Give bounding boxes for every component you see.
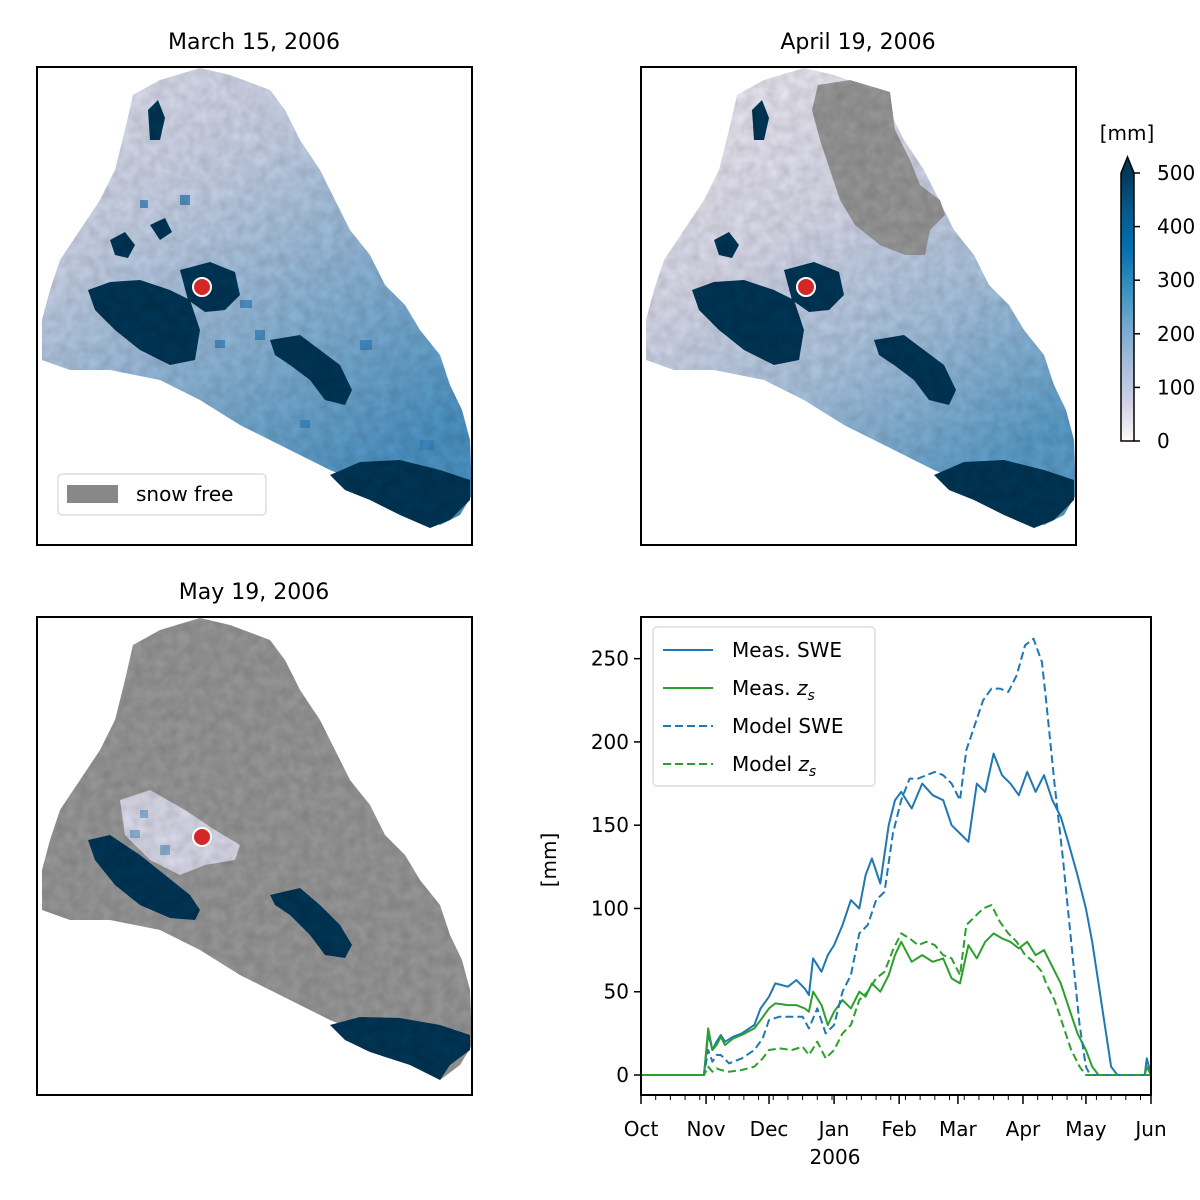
x-axis-year-label: 2006 xyxy=(810,1145,861,1169)
colorbar-tick-label: 100 xyxy=(1157,375,1195,399)
basin-outline-april xyxy=(646,68,1076,525)
colorbar-tick-label: 200 xyxy=(1157,322,1195,346)
plot-legend-items: Meas. SWE Meas. zs Model SWE Model zs xyxy=(663,638,844,780)
colorbar: [mm] 0 100 200 300 400 500 xyxy=(1100,121,1195,453)
x-tick-label: Jun xyxy=(1133,1117,1166,1141)
series-line-2 xyxy=(641,637,1151,1076)
x-tick-label: Oct xyxy=(624,1117,659,1141)
map-title-april: April 19, 2006 xyxy=(780,30,935,55)
x-tick-label: Nov xyxy=(687,1117,726,1141)
x-tick-label: Jan xyxy=(817,1117,850,1141)
y-axis-label: [mm] xyxy=(537,833,561,888)
basin-outline-march xyxy=(42,68,472,525)
medium-snow-specks-march xyxy=(140,195,434,450)
x-tick-label: Dec xyxy=(750,1117,789,1141)
snow-free-legend: snow free xyxy=(57,473,267,516)
y-tick-label: 250 xyxy=(591,647,629,671)
map-panel-march: March 15, 2006 snow free xyxy=(36,30,473,546)
snow-free-area-april xyxy=(812,80,945,255)
station-marker-april xyxy=(796,277,816,297)
station-marker-may xyxy=(192,827,212,847)
colorbar-label: [mm] xyxy=(1100,121,1155,145)
y-axis-ticks: 0 50 100 150 200 250 xyxy=(591,647,641,1087)
series-line-3 xyxy=(641,904,1151,1076)
map-title-may: May 19, 2006 xyxy=(179,580,329,605)
legend-label-snow-free: snow free xyxy=(136,482,233,506)
basin-march xyxy=(42,68,472,528)
colorbar-ticks: 0 100 200 300 400 500 xyxy=(1134,161,1195,453)
x-tick-label: Feb xyxy=(881,1117,916,1141)
x-tick-label: Mar xyxy=(939,1117,978,1141)
map-frame-march xyxy=(36,66,473,546)
legend-label-0: Meas. SWE xyxy=(732,638,842,662)
series-line-0 xyxy=(641,752,1151,1076)
series-line-1 xyxy=(641,932,1151,1076)
basin-outline-may xyxy=(42,618,472,1080)
y-tick-label: 0 xyxy=(616,1063,629,1087)
basin-april xyxy=(646,68,1076,528)
plot-legend: Meas. SWE Meas. zs Model SWE Model zs xyxy=(652,626,876,787)
x-tick-label: May xyxy=(1065,1117,1107,1141)
station-marker-march xyxy=(192,277,212,297)
y-tick-label: 50 xyxy=(604,980,629,1004)
plot-legend-box xyxy=(652,626,876,787)
basin-may xyxy=(42,618,472,1080)
deep-snow-patches-may xyxy=(88,835,470,1080)
deep-snow-patches-march xyxy=(88,100,470,528)
map-panel-may: May 19, 2006 xyxy=(36,580,473,1096)
map-title-march: March 15, 2006 xyxy=(168,30,340,55)
colorbar-bar xyxy=(1121,173,1134,441)
legend-label-2: Model SWE xyxy=(732,714,844,738)
colorbar-outline xyxy=(1120,155,1135,442)
y-tick-label: 150 xyxy=(591,813,629,837)
x-tick-label: Apr xyxy=(1006,1117,1041,1141)
legend-label-3: Model zs xyxy=(732,752,816,780)
map-frame-april xyxy=(640,66,1077,546)
thin-snow-area-may xyxy=(120,790,240,875)
plot-frame xyxy=(640,616,1152,1096)
colorbar-tick-label: 500 xyxy=(1157,161,1195,185)
colorbar-tick-label: 400 xyxy=(1157,215,1195,239)
map-panel-april: April 19, 2006 xyxy=(640,30,1077,546)
colorbar-tick-label: 0 xyxy=(1157,429,1170,453)
legend-label-1: Meas. zs xyxy=(732,676,815,704)
y-tick-label: 200 xyxy=(591,730,629,754)
map-frame-may xyxy=(36,616,473,1096)
legend-swatch-snow-free xyxy=(67,485,118,503)
timeseries-panel: 0 50 100 150 200 250 Oct Nov Dec Jan Feb Mar Apr May… xyxy=(537,616,1167,1169)
series-lines xyxy=(641,637,1151,1076)
colorbar-extend-arrow xyxy=(1121,157,1134,173)
y-tick-label: 100 xyxy=(591,896,629,920)
colorbar-tick-label: 300 xyxy=(1157,268,1195,292)
deep-snow-patches-april xyxy=(692,100,1074,528)
legend-box xyxy=(57,473,267,516)
x-axis-ticks: Oct Nov Dec Jan Feb Mar Apr May Jun xyxy=(624,1095,1167,1141)
